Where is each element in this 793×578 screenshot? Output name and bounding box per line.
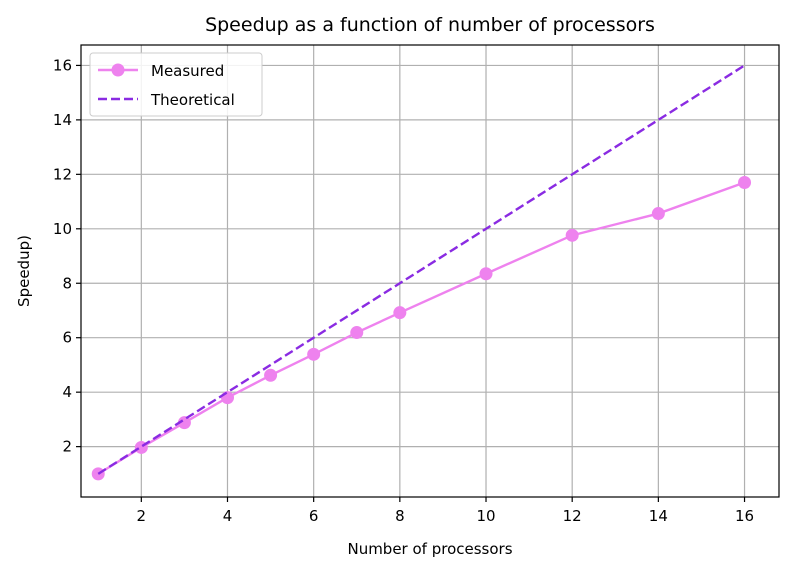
y-tick-label: 16 — [53, 56, 72, 74]
y-tick-label: 14 — [53, 111, 72, 129]
x-tick-label: 6 — [309, 507, 319, 525]
x-tick-label: 14 — [649, 507, 668, 525]
y-tick-label: 10 — [53, 220, 72, 238]
y-axis-title: Speedup) — [15, 235, 33, 307]
data-point — [350, 326, 364, 340]
chart-title: Speedup as a function of number of proce… — [205, 14, 655, 36]
x-tick-label: 10 — [476, 507, 495, 525]
data-point — [651, 207, 665, 221]
legend-box — [89, 52, 263, 117]
x-tick-label: 4 — [223, 507, 233, 525]
data-point — [177, 416, 191, 430]
x-axis-title: Number of processors — [347, 540, 512, 558]
series-line-theoretical — [97, 64, 746, 475]
data-point — [264, 368, 278, 382]
x-tick-label: 8 — [395, 507, 405, 525]
y-tick-label: 2 — [62, 438, 72, 456]
series-layer — [91, 64, 752, 481]
y-tick-label: 6 — [62, 329, 72, 347]
axis-ticks: 2 4 6 8 10 12 14 16 2 4 6 8 10 12 14 16 — [53, 56, 754, 525]
data-point — [220, 391, 234, 405]
data-point — [565, 228, 579, 242]
data-point — [479, 267, 493, 281]
y-tick-label: 12 — [53, 165, 72, 183]
y-tick-label: 4 — [62, 383, 72, 401]
x-tick-label: 16 — [735, 507, 754, 525]
legend-marker-measured — [111, 63, 125, 77]
data-point — [738, 176, 752, 190]
x-tick-label: 12 — [563, 507, 582, 525]
legend-label-theoretical: Theoretical — [150, 91, 235, 109]
x-tick-label: 2 — [137, 507, 147, 525]
data-point — [393, 306, 407, 320]
data-point — [307, 347, 321, 361]
plot-frame — [80, 44, 780, 498]
series-line-measured — [97, 181, 745, 475]
legend: Measured Theoretical — [89, 52, 263, 117]
legend-label-measured: Measured — [151, 62, 224, 80]
y-tick-label: 8 — [62, 274, 72, 292]
